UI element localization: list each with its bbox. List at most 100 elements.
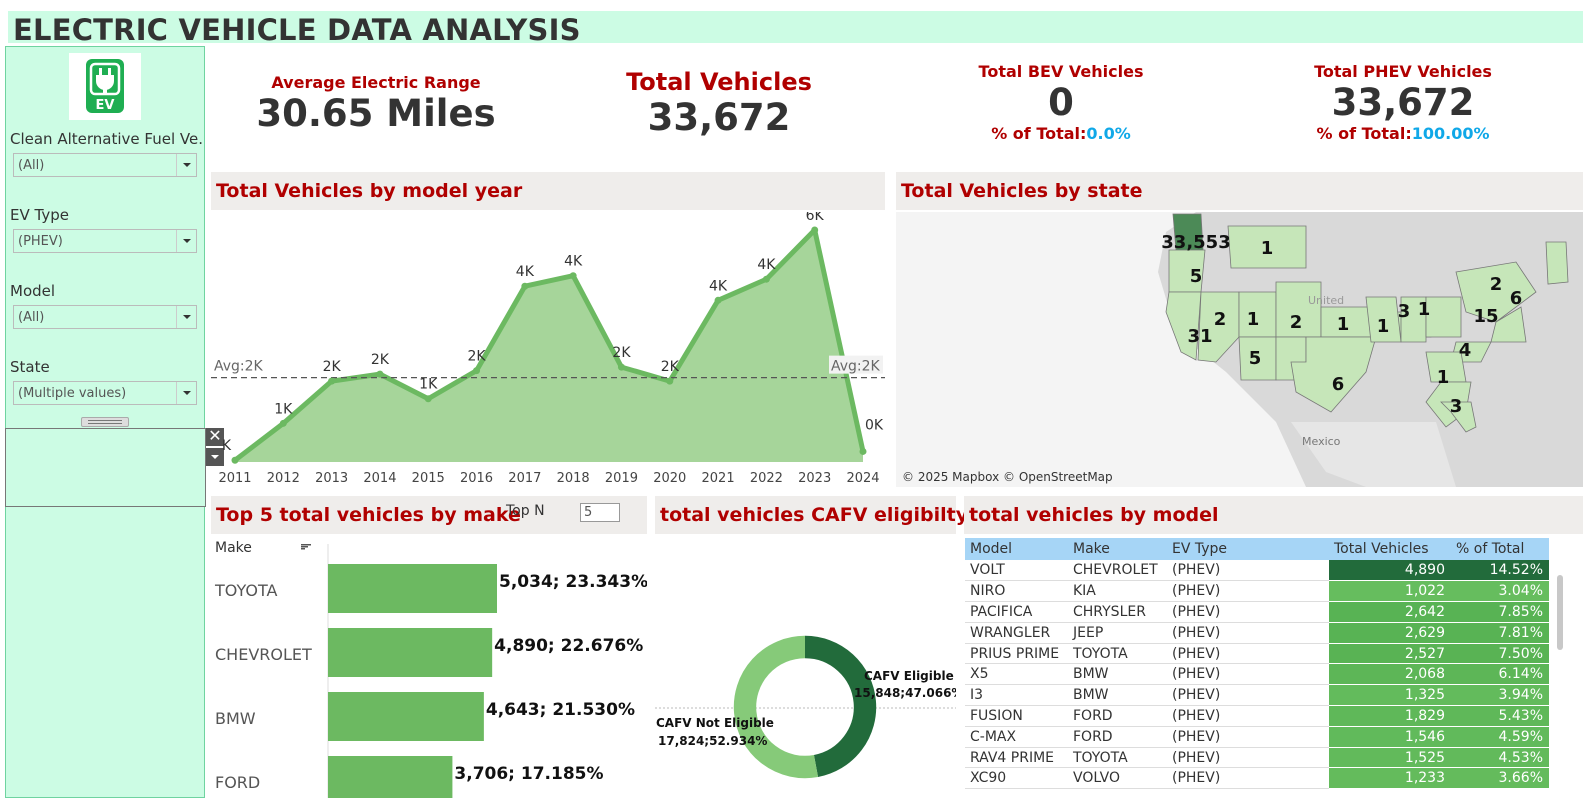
bar[interactable] bbox=[328, 564, 497, 613]
legend-container bbox=[5, 428, 206, 507]
kpi-total-value: 33,672 bbox=[647, 96, 791, 139]
area-point[interactable] bbox=[231, 456, 239, 464]
area-point[interactable] bbox=[424, 395, 432, 403]
area-point[interactable] bbox=[473, 367, 481, 375]
state-map[interactable]: 33,553 5 1 31 2 1 2 1 1 3 1 2 6 15 4 5 6… bbox=[896, 212, 1583, 487]
area-point[interactable] bbox=[328, 377, 336, 385]
topn-input[interactable]: 5 bbox=[580, 503, 620, 522]
state-label-co: 2 bbox=[1290, 312, 1303, 333]
area-point[interactable] bbox=[666, 377, 674, 385]
ev-type-filter-label: EV Type bbox=[10, 206, 69, 224]
cell-total-vehicles: 1,546 bbox=[1329, 726, 1451, 748]
cell-pct-total: 7.81% bbox=[1451, 622, 1549, 644]
cell-pct-total: 3.94% bbox=[1451, 684, 1549, 707]
model-filter-select[interactable]: (All) bbox=[13, 305, 197, 329]
cell-pct-total: 14.52% bbox=[1451, 560, 1549, 582]
state-filter-select[interactable]: (Multiple values) bbox=[13, 381, 197, 405]
area-point[interactable] bbox=[279, 419, 287, 427]
area-value-label: 2K bbox=[371, 352, 390, 368]
donut-value-not-eligible: 17,824;52.934% bbox=[658, 734, 767, 748]
state-label-ks: 1 bbox=[1337, 314, 1350, 335]
drag-handle[interactable] bbox=[81, 417, 129, 427]
area-point[interactable] bbox=[617, 363, 625, 371]
cell-pct-total: 7.50% bbox=[1451, 643, 1549, 665]
title-bar: ELECTRIC VEHICLE DATA ANALYSIS bbox=[8, 11, 1583, 47]
table-row[interactable]: VOLT CHEVROLET (PHEV) 4,890 14.52% bbox=[965, 560, 1549, 582]
donut-label-not-eligible: CAFV Not Eligible bbox=[656, 716, 774, 730]
kpi-phev-value: 33,672 bbox=[1331, 81, 1475, 124]
state-label-nj: 15 bbox=[1473, 306, 1498, 327]
state-label-ma: 6 bbox=[1510, 288, 1523, 309]
close-icon[interactable]: ✕ bbox=[206, 428, 224, 446]
cell-make: TOYOTA bbox=[1068, 747, 1167, 769]
cell-model: RAV4 PRIME bbox=[965, 747, 1068, 769]
area-point[interactable] bbox=[859, 447, 867, 455]
col-pct-total[interactable]: % of Total bbox=[1451, 538, 1549, 560]
cell-make: JEEP bbox=[1068, 622, 1167, 644]
bar[interactable] bbox=[328, 692, 484, 741]
table-row[interactable]: I3 BMW (PHEV) 1,325 3.94% bbox=[965, 684, 1549, 707]
area-point[interactable] bbox=[714, 296, 722, 304]
cell-total-vehicles: 2,629 bbox=[1329, 622, 1451, 644]
table-row[interactable]: FUSION FORD (PHEV) 1,829 5.43% bbox=[965, 705, 1549, 727]
top-make-header: Top 5 total vehicles by make bbox=[211, 496, 647, 534]
cell-total-vehicles: 1,325 bbox=[1329, 684, 1451, 707]
kpi-avg-range-label: Average Electric Range bbox=[271, 73, 481, 92]
table-row[interactable]: NIRO KIA (PHEV) 1,022 3.04% bbox=[965, 580, 1549, 603]
state-label-il: 3 bbox=[1398, 301, 1411, 322]
cell-model: NIRO bbox=[965, 580, 1068, 603]
table-scrollbar[interactable] bbox=[1557, 575, 1563, 650]
area-point[interactable] bbox=[569, 272, 577, 280]
col-total-vehicles[interactable]: Total Vehicles bbox=[1329, 538, 1451, 560]
chevron-down-icon[interactable] bbox=[176, 306, 196, 328]
col-ev-type[interactable]: EV Type bbox=[1167, 538, 1329, 560]
area-line bbox=[233, 227, 866, 463]
dropdown-menu-icon[interactable] bbox=[206, 448, 224, 466]
table-row[interactable]: PRIUS PRIME TOYOTA (PHEV) 2,527 7.50% bbox=[965, 643, 1549, 665]
area-point[interactable] bbox=[762, 275, 770, 283]
cell-ev-type: (PHEV) bbox=[1167, 580, 1329, 603]
cell-pct-total: 3.66% bbox=[1451, 767, 1549, 790]
chevron-down-icon[interactable] bbox=[176, 154, 196, 176]
area-value-label: 2K bbox=[661, 359, 680, 375]
cell-model: VOLT bbox=[965, 560, 1068, 582]
chevron-down-icon[interactable] bbox=[176, 230, 196, 252]
state-labels: 33,553 5 1 31 2 1 2 1 1 3 1 2 6 15 4 5 6… bbox=[1161, 232, 1522, 417]
bar-value-label: 3,706; 17.185% bbox=[454, 764, 603, 784]
donut-label-eligible: CAFV Eligible bbox=[864, 669, 954, 683]
area-point[interactable] bbox=[521, 282, 529, 290]
table-row[interactable]: PACIFICA CHRYSLER (PHEV) 2,642 7.85% bbox=[965, 601, 1549, 623]
state-filter-label: State bbox=[10, 358, 50, 376]
cell-total-vehicles: 1,022 bbox=[1329, 580, 1451, 603]
map-credit: © 2025 Mapbox © OpenStreetMap bbox=[902, 470, 1113, 484]
col-make[interactable]: Make bbox=[1068, 538, 1167, 560]
state-label-az: 5 bbox=[1249, 348, 1262, 369]
fuel-filter-select[interactable]: (All) bbox=[13, 153, 197, 177]
cell-pct-total: 3.04% bbox=[1451, 580, 1549, 603]
donut-slice[interactable] bbox=[804, 635, 877, 777]
sort-icon[interactable] bbox=[301, 544, 311, 550]
kpi-bev-pct: % of Total:0.0% bbox=[931, 124, 1191, 143]
table-row[interactable]: XC90 VOLVO (PHEV) 1,233 3.66% bbox=[965, 767, 1549, 790]
model-table: Model Make EV Type Total Vehicles % of T… bbox=[965, 538, 1549, 790]
cell-total-vehicles: 2,642 bbox=[1329, 601, 1451, 623]
cell-model: X5 bbox=[965, 663, 1068, 686]
x-tick-label: 2022 bbox=[750, 471, 783, 486]
kpi-phev-label: Total PHEV Vehicles bbox=[1314, 62, 1492, 81]
bar[interactable] bbox=[328, 628, 493, 677]
table-row[interactable]: WRANGLER JEEP (PHEV) 2,629 7.81% bbox=[965, 622, 1549, 644]
bar-category-label: CHEVROLET bbox=[215, 645, 312, 664]
col-model[interactable]: Model bbox=[965, 538, 1068, 560]
chevron-down-icon[interactable] bbox=[176, 382, 196, 404]
donut-slice[interactable] bbox=[733, 635, 819, 779]
bar[interactable] bbox=[328, 756, 453, 798]
state-label-ca: 31 bbox=[1187, 326, 1212, 347]
ev-type-filter-select[interactable]: (PHEV) bbox=[13, 229, 197, 253]
table-row[interactable]: X5 BMW (PHEV) 2,068 6.14% bbox=[965, 663, 1549, 686]
ev-type-filter-value: (PHEV) bbox=[18, 234, 63, 249]
table-row[interactable]: C-MAX FORD (PHEV) 1,546 4.59% bbox=[965, 726, 1549, 748]
state-label-or: 5 bbox=[1190, 266, 1203, 287]
area-point[interactable] bbox=[376, 370, 384, 378]
area-point[interactable] bbox=[811, 226, 819, 234]
table-row[interactable]: RAV4 PRIME TOYOTA (PHEV) 1,525 4.53% bbox=[965, 747, 1549, 769]
